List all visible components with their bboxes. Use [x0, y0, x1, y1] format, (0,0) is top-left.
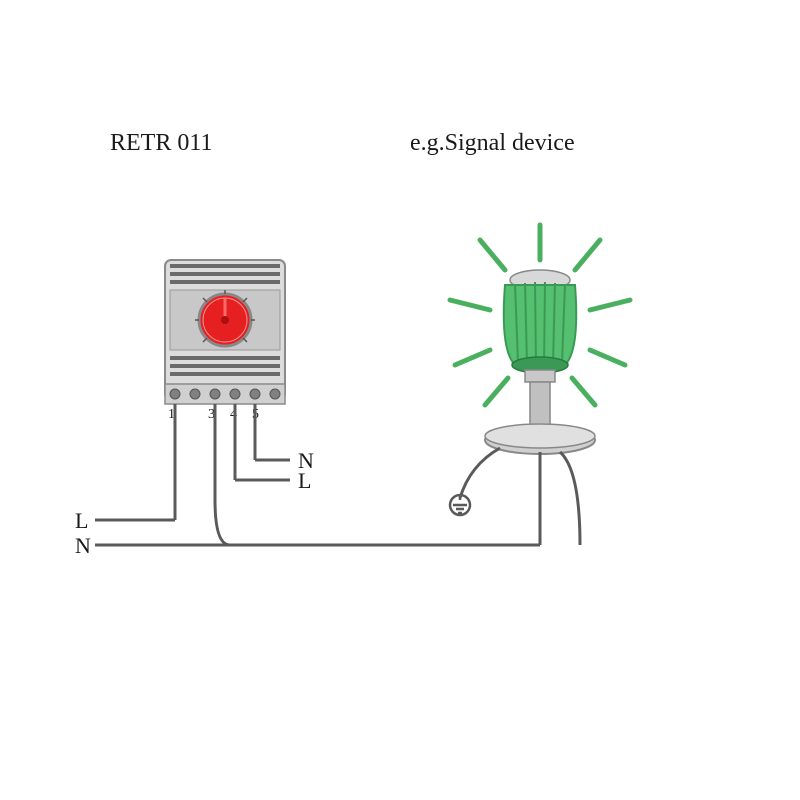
label-N-main: N — [75, 533, 91, 558]
wiring-diagram: 1 3 4 5 — [0, 0, 800, 800]
wire-labels: L N N L — [75, 448, 314, 558]
thermostat-device — [165, 260, 285, 404]
label-L-sub: L — [298, 468, 311, 493]
signal-light — [450, 225, 630, 454]
wiring — [95, 404, 580, 545]
label-L-main: L — [75, 508, 88, 533]
